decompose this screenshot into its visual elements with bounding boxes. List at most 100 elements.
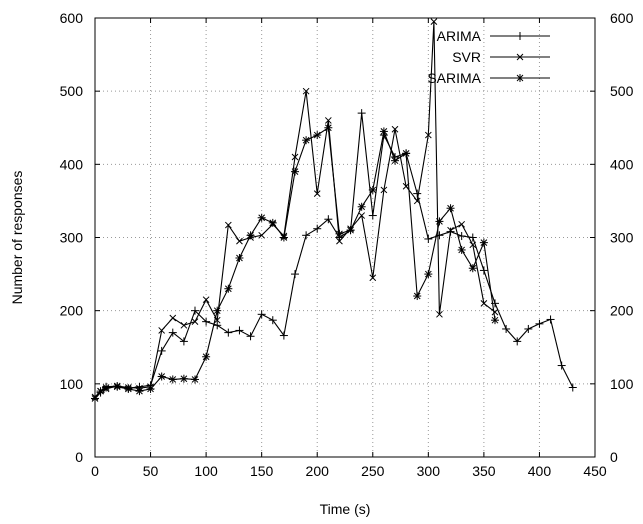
y-tick-label-right: 600: [610, 10, 634, 26]
legend-label-svr: SVR: [452, 49, 481, 65]
marker-stroke: [336, 230, 343, 238]
data-point-svr: [258, 231, 266, 239]
marker-stroke: [102, 384, 110, 391]
data-point-svr: [302, 87, 310, 95]
data-point-svr: [158, 327, 166, 334]
data-point-svr: [447, 226, 454, 234]
legend-label-sarima: SARIMA: [427, 70, 481, 86]
series-arima: [91, 109, 577, 403]
marker-stroke: [202, 296, 210, 304]
data-point-arima: [557, 361, 566, 370]
data-point-sarima: [468, 264, 477, 273]
data-point-svr: [380, 186, 388, 194]
marker-stroke: [236, 254, 243, 262]
data-point-sarima: [246, 231, 255, 240]
legend-marker-arima: [516, 32, 524, 40]
marker-stroke: [224, 221, 232, 229]
data-point-svr: [491, 308, 499, 316]
marker-stroke: [413, 197, 421, 205]
x-tick-label: 200: [306, 463, 330, 479]
data-point-arima: [479, 266, 488, 275]
data-point-sarima: [346, 226, 355, 235]
x-tick-label: 300: [417, 463, 441, 479]
data-point-arima: [257, 310, 266, 319]
y-axis-label: Number of responses: [9, 171, 25, 305]
marker-stroke: [347, 226, 354, 234]
y-tick-label-right: 400: [610, 156, 634, 172]
data-point-sarima: [402, 149, 411, 158]
marker-stroke: [380, 128, 388, 135]
data-point-sarima: [368, 185, 377, 194]
data-point-svr: [480, 299, 488, 307]
marker-stroke: [491, 308, 499, 316]
marker-stroke: [436, 218, 443, 225]
marker-stroke: [113, 383, 121, 391]
data-point-arima: [235, 326, 244, 335]
marker-stroke: [313, 190, 321, 197]
data-point-sarima: [213, 306, 222, 315]
x-tick-label: 450: [583, 463, 607, 479]
marker-stroke: [91, 395, 99, 402]
y-tick-label: 300: [60, 230, 84, 246]
data-point-sarima: [135, 387, 144, 396]
data-point-svr: [169, 314, 177, 322]
data-point-svr: [391, 125, 399, 133]
data-point-sarima: [446, 204, 455, 213]
data-point-arima: [502, 324, 511, 333]
data-point-arima: [224, 328, 233, 337]
legend: ARIMA SVR SARIMA: [427, 28, 550, 86]
data-point-arima: [179, 337, 188, 346]
legend-label-arima: ARIMA: [437, 28, 482, 44]
data-point-sarima: [413, 292, 422, 301]
marker-stroke: [280, 234, 288, 241]
marker-stroke: [258, 214, 266, 222]
marker-stroke: [180, 375, 188, 383]
data-point-sarima: [313, 131, 322, 140]
y-tick-label-right: 500: [610, 83, 634, 99]
marker-stroke: [169, 376, 177, 383]
data-point-arima: [457, 232, 466, 241]
marker-stroke: [191, 376, 199, 383]
data-point-sarima: [424, 270, 433, 279]
data-point-sarima: [157, 372, 166, 381]
marker-stroke: [480, 299, 488, 307]
data-point-svr: [202, 296, 210, 304]
marker-stroke: [302, 87, 310, 95]
y-tick-label-right: 0: [610, 449, 618, 465]
x-tick-label: 50: [143, 463, 159, 479]
y-tick-label-right: 300: [610, 230, 634, 246]
data-point-sarima: [279, 233, 288, 242]
data-point-sarima: [202, 352, 211, 361]
series-line-arima: [94, 113, 574, 399]
data-point-arima: [468, 233, 477, 242]
y-tick-label: 600: [60, 10, 84, 26]
data-point-svr: [191, 318, 199, 325]
legend-marker-sarima: [516, 74, 524, 82]
marker-stroke: [147, 385, 154, 393]
data-point-sarima: [324, 123, 333, 132]
data-point-svr: [369, 274, 377, 282]
data-point-svr: [313, 190, 321, 197]
marker-stroke: [380, 186, 388, 194]
data-point-sarima: [302, 136, 311, 145]
marker-stroke: [324, 117, 332, 124]
data-point-sarima: [179, 374, 188, 383]
data-point-arima: [324, 215, 333, 224]
marker-stroke: [302, 136, 310, 144]
legend-item-svr: SVR: [452, 49, 550, 65]
data-point-sarima: [435, 217, 444, 226]
marker-stroke: [436, 310, 443, 318]
data-point-sarima: [113, 382, 122, 391]
marker-stroke: [224, 285, 232, 293]
x-tick-label: 100: [194, 463, 218, 479]
data-point-sarima: [391, 156, 399, 165]
marker-stroke: [324, 124, 332, 132]
marker-stroke: [158, 373, 166, 380]
data-point-sarima: [357, 202, 366, 211]
data-point-svr: [224, 221, 232, 229]
marker-stroke: [424, 270, 432, 278]
data-point-arima: [268, 316, 277, 325]
y-tick-label: 100: [60, 376, 84, 392]
x-tick-label: 250: [361, 463, 385, 479]
